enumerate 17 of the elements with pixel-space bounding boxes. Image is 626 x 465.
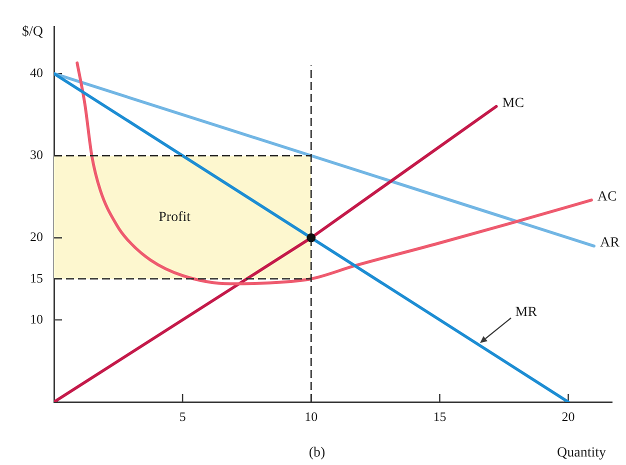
text: (b) <box>308 446 326 461</box>
series-label: AR <box>600 236 620 251</box>
series-label: AC <box>597 190 617 205</box>
x-axis-title: Quantity <box>557 446 606 461</box>
y-tick-label: 15 <box>30 270 43 286</box>
x-tick-label: 5 <box>179 409 186 424</box>
x-tick-label: 20 <box>562 409 575 424</box>
series-label: MC <box>502 96 524 112</box>
x-tick-label: 10 <box>304 409 318 424</box>
y-tick-label: 30 <box>30 147 43 162</box>
y-axis-title: $/Q <box>22 24 43 40</box>
x-tick-label: 15 <box>433 409 446 424</box>
y-tick-label: 10 <box>30 311 43 326</box>
y-tick-label: 40 <box>30 65 43 80</box>
annotation: Profit <box>158 210 191 225</box>
y-tick-label: 20 <box>30 229 43 244</box>
text: MR <box>515 305 538 320</box>
